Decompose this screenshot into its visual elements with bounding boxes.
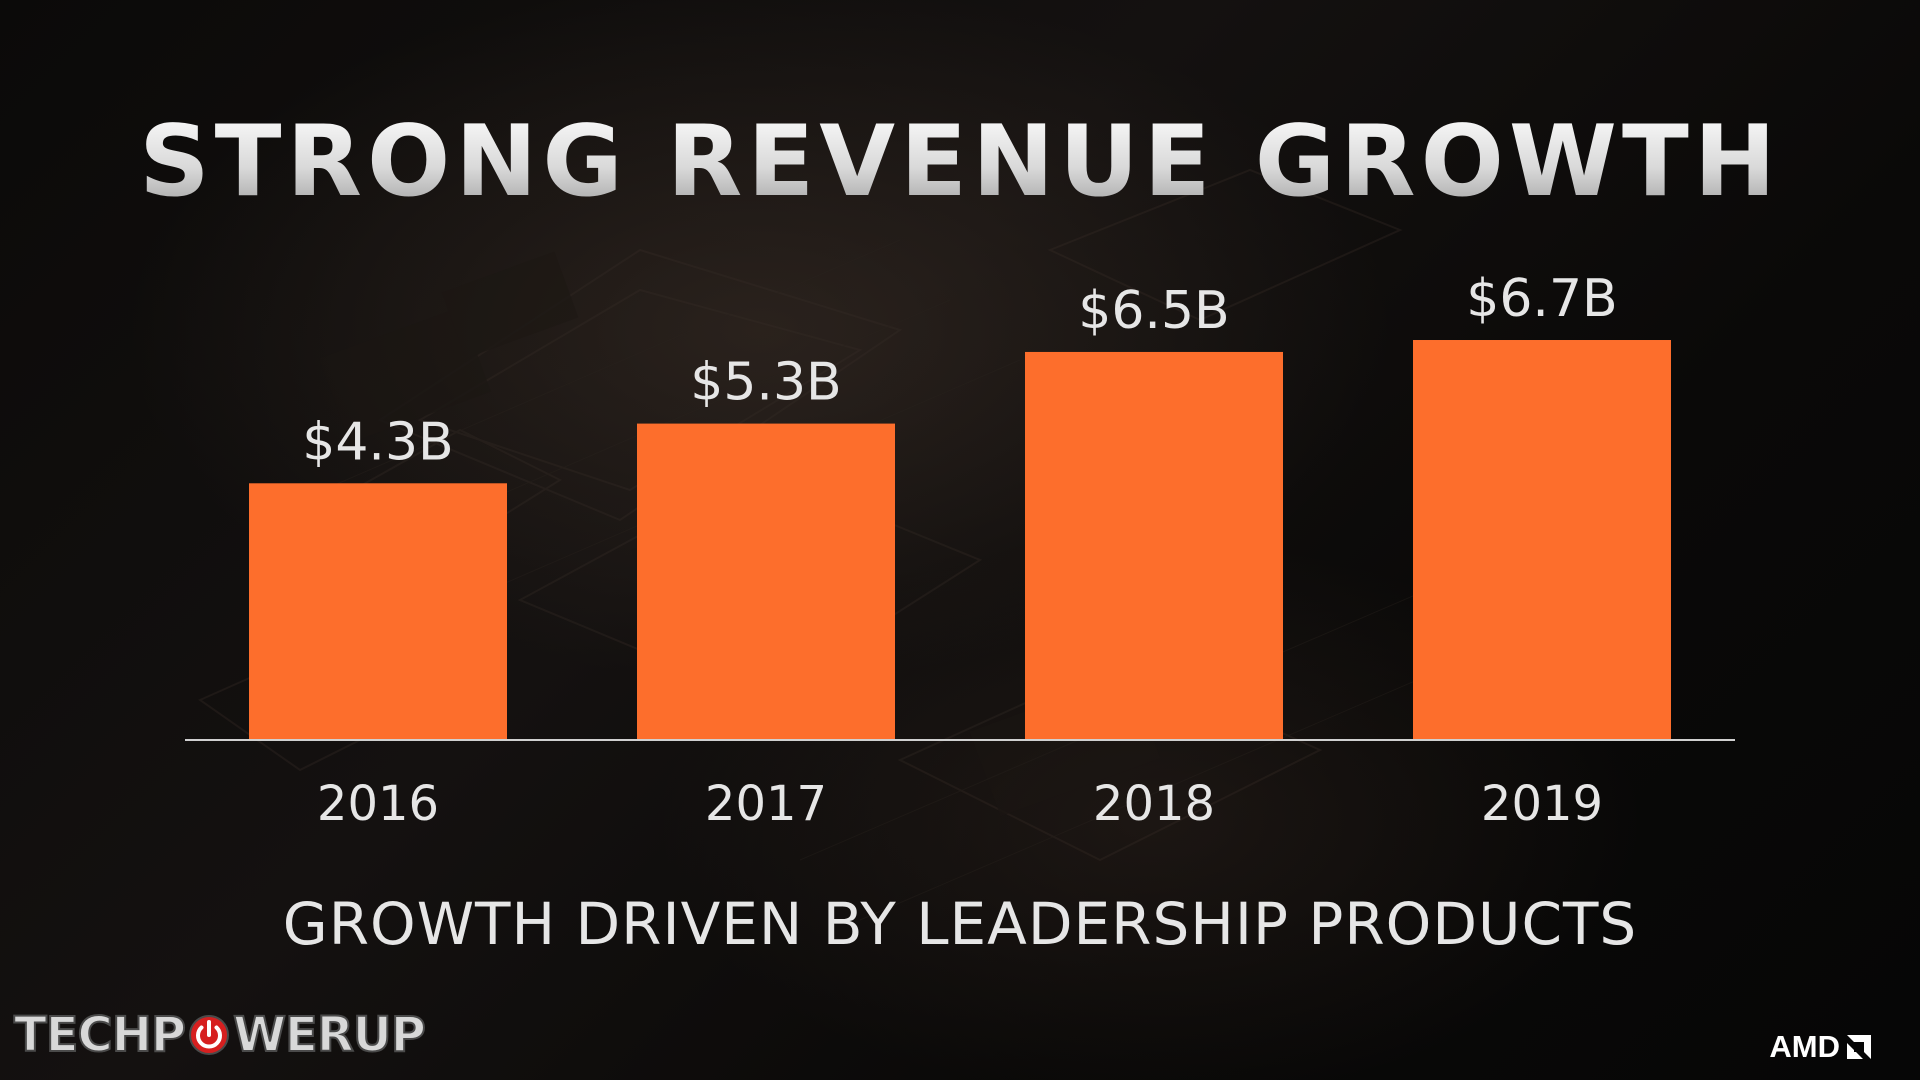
value-label-2019: $6.7B — [1466, 269, 1617, 329]
value-label-2016: $4.3B — [302, 412, 453, 472]
category-label-2017: 2017 — [705, 776, 827, 832]
amd-logo: AMD — [1769, 1029, 1874, 1064]
watermark-text-before: TECHP — [13, 1006, 187, 1064]
bar-2018 — [1025, 351, 1283, 740]
bar-2019 — [1413, 340, 1671, 740]
bars-layer — [249, 340, 1671, 740]
amd-arrow-icon — [1847, 1035, 1871, 1059]
category-label-2016: 2016 — [317, 776, 439, 832]
watermark-text-after: WERUP — [232, 1006, 427, 1064]
value-label-2017: $5.3B — [690, 353, 841, 413]
amd-logo-text: AMD — [1769, 1029, 1840, 1064]
slide-subtitle: GROWTH DRIVEN BY LEADERSHIP PRODUCTS — [282, 890, 1638, 958]
power-icon — [189, 1015, 230, 1055]
category-label-2018: 2018 — [1093, 776, 1215, 832]
slide-title: STRONG REVENUE GROWTH — [0, 105, 1920, 219]
category-label-2019: 2019 — [1481, 776, 1603, 832]
techpowerup-watermark: TECHP WERUP — [13, 1000, 427, 1070]
bar-2016 — [249, 483, 507, 740]
bar-2017 — [637, 423, 895, 740]
value-labels-layer: $4.3B $5.3B $6.5B $6.7B — [302, 269, 1617, 472]
category-labels-layer: 2016 2017 2018 2019 — [317, 776, 1603, 832]
value-label-2018: $6.5B — [1078, 281, 1229, 341]
